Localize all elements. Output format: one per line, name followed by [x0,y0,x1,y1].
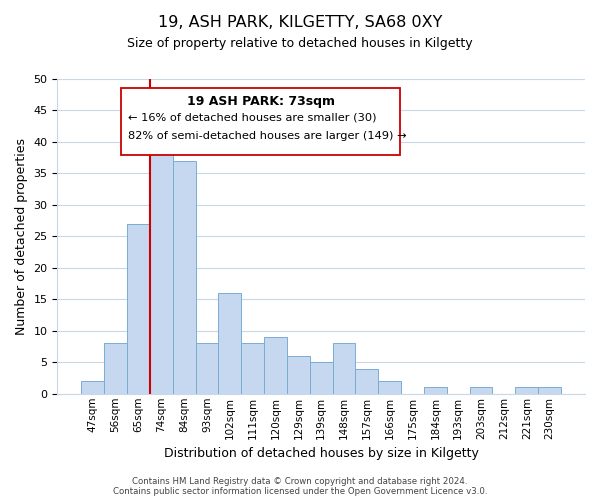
Bar [150,142,173,394]
Text: Contains public sector information licensed under the Open Government Licence v3: Contains public sector information licen… [113,487,487,496]
Text: Size of property relative to detached houses in Kilgetty: Size of property relative to detached ho… [127,38,473,51]
Bar [241,344,264,394]
Bar [287,356,310,394]
Bar [196,344,218,394]
Bar [470,388,493,394]
Y-axis label: Number of detached properties: Number of detached properties [15,138,28,335]
Bar [218,293,241,394]
Bar [379,381,401,394]
Bar [332,344,355,394]
Text: ← 16% of detached houses are smaller (30): ← 16% of detached houses are smaller (30… [128,112,376,122]
FancyBboxPatch shape [121,88,400,154]
Bar [515,388,538,394]
Text: 19, ASH PARK, KILGETTY, SA68 0XY: 19, ASH PARK, KILGETTY, SA68 0XY [158,15,442,30]
Bar [127,224,150,394]
Bar [424,388,447,394]
Bar [355,368,379,394]
Bar [173,161,196,394]
Bar [310,362,332,394]
Text: 19 ASH PARK: 73sqm: 19 ASH PARK: 73sqm [187,96,335,108]
Bar [538,388,561,394]
Text: 82% of semi-detached houses are larger (149) →: 82% of semi-detached houses are larger (… [128,131,406,141]
Bar [82,381,104,394]
Text: Contains HM Land Registry data © Crown copyright and database right 2024.: Contains HM Land Registry data © Crown c… [132,477,468,486]
Bar [104,344,127,394]
Bar [264,337,287,394]
X-axis label: Distribution of detached houses by size in Kilgetty: Distribution of detached houses by size … [164,447,479,460]
